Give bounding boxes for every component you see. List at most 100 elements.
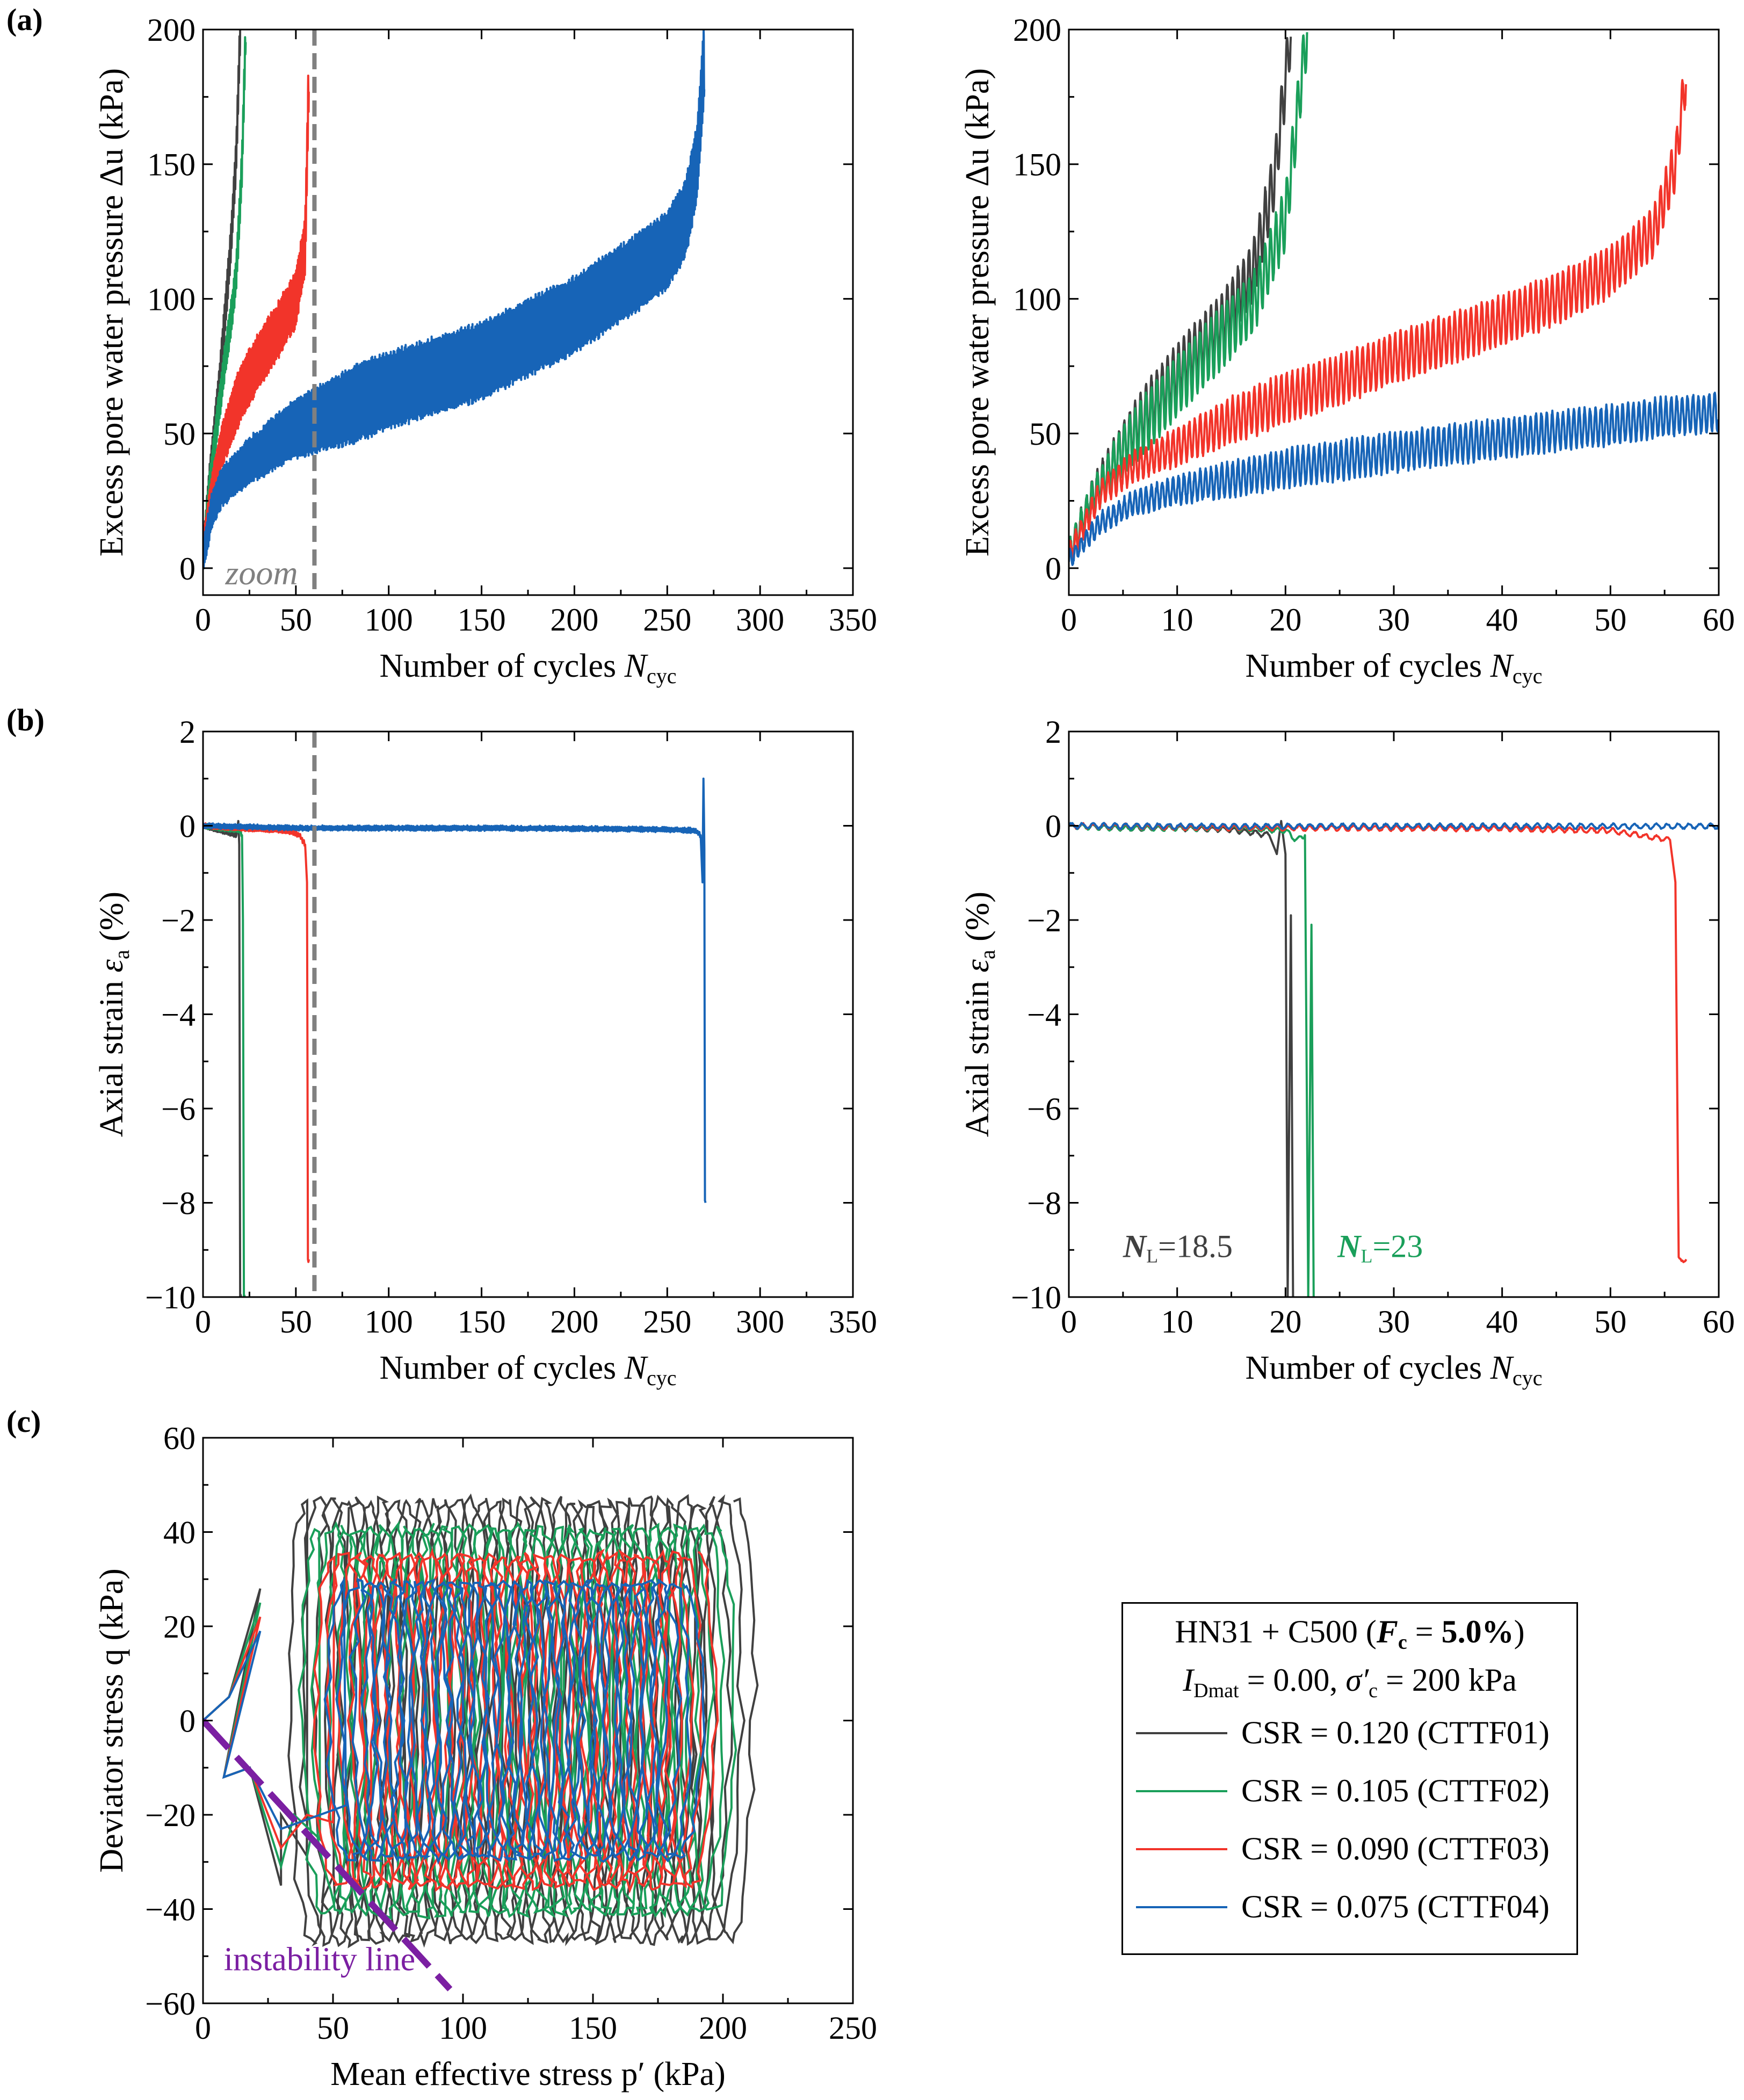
legend-title-1: HN31 + C500 (Fc = 5.0%) [1175, 1614, 1525, 1654]
x-tick-label: 20 [1269, 602, 1301, 638]
panel-label-b: (b) [6, 703, 45, 737]
y-tick-label: 0 [179, 1704, 196, 1739]
series-line-4 [203, 777, 707, 1203]
x-tick-label: 50 [280, 1304, 312, 1339]
y-tick-label: 150 [1013, 147, 1061, 183]
series-line-4 [203, 30, 706, 570]
y-tick-label: 40 [163, 1515, 196, 1551]
plot-frame [202, 730, 854, 1298]
chart-b-left: 0 50 100 150 200 250 300 350 −10 −8 −6 −4 −2 0 2 Number… [93, 714, 877, 1390]
x-tick-label: 300 [736, 602, 784, 638]
legend-entry-1: CSR = 0.120 (CTTF01) [1136, 1714, 1576, 1751]
nl-label-csr120: NL=18.5 [1123, 1228, 1233, 1266]
legend-title-2: IDmat = 0.00, σ′c = 200 kPa [1183, 1662, 1517, 1702]
y-tick-label: 0 [179, 551, 196, 586]
x-tick-label: 50 [1594, 1304, 1626, 1339]
x-tick-label: 300 [736, 1304, 784, 1339]
x-tick-label: 40 [1486, 602, 1518, 638]
legend-label: CSR = 0.105 (CTTF02) [1241, 1773, 1550, 1808]
chart-b-right: NL=18.5 NL=23 0 10 20 30 40 50 60 −10 −8 −6 −4 −2 0 2 Nu… [959, 714, 1735, 1390]
x-axis-label: Number of cycles Ncyc [379, 1350, 676, 1390]
x-tick-label: 30 [1378, 602, 1410, 638]
x-tick-label: 30 [1378, 1304, 1410, 1339]
x-tick-label: 250 [643, 602, 691, 638]
series-line-3 [1069, 822, 1688, 1263]
y-tick-label: −60 [145, 1986, 196, 2022]
x-tick-label: 50 [1594, 602, 1626, 638]
legend-swatch [1136, 1848, 1227, 1850]
x-tick-label: 20 [1269, 1304, 1301, 1339]
x-tick-label: 0 [1061, 1304, 1077, 1339]
legend-swatch [1136, 1790, 1227, 1792]
y-tick-label: −2 [1027, 903, 1061, 938]
x-tick-label: 40 [1486, 1304, 1518, 1339]
y-axis-label: Deviator stress q (kPa) [93, 1568, 130, 1872]
legend-swatch [1136, 1906, 1227, 1908]
legend-label: CSR = 0.075 (CTTF04) [1241, 1889, 1550, 1924]
x-tick-label: 0 [195, 602, 211, 638]
x-tick-label: 200 [550, 1304, 598, 1339]
series-line-2 [203, 1520, 737, 1920]
y-tick-label: 20 [163, 1609, 196, 1645]
x-tick-label: 50 [317, 2010, 349, 2046]
y-tick-label: −6 [1027, 1091, 1061, 1127]
y-tick-label: 50 [1029, 416, 1061, 452]
series-line-4 [1069, 822, 1719, 830]
plot-frame [1068, 28, 1720, 596]
y-axis-label: Axial strain εa (%) [93, 892, 134, 1137]
nl-label-csr105: NL=23 [1337, 1228, 1423, 1266]
y-tick-label: 50 [163, 416, 196, 452]
legend-entry-4: CSR = 0.075 (CTTF04) [1136, 1888, 1576, 1925]
y-tick-label: −4 [1027, 997, 1061, 1033]
x-tick-label: 150 [458, 602, 506, 638]
y-tick-label: −20 [145, 1798, 196, 1833]
y-tick-label: 150 [147, 147, 196, 183]
y-tick-label: −6 [161, 1091, 196, 1127]
x-tick-label: 100 [365, 602, 413, 638]
x-tick-label: 200 [699, 2010, 747, 2046]
y-tick-label: 100 [1013, 281, 1061, 317]
plot-area-b-right [1069, 820, 1719, 1297]
x-axis-label: Mean effective stress p′ (kPa) [330, 2056, 726, 2092]
legend-swatch [1136, 1732, 1227, 1734]
chart-a-left: zoom 0 50 100 150 200 250 300 350 0 50 100 150 200 Num… [93, 12, 877, 688]
y-tick-label: −10 [1011, 1280, 1061, 1315]
y-tick-label: −10 [145, 1280, 196, 1315]
y-tick-label: 2 [1045, 714, 1061, 750]
instability-label: instability line [224, 1942, 415, 1978]
plot-area-a-left [203, 30, 706, 570]
x-tick-label: 100 [439, 2010, 487, 2046]
y-tick-label: 200 [147, 12, 196, 48]
y-tick-label: −8 [161, 1186, 196, 1221]
y-tick-label: −40 [145, 1892, 196, 1928]
series-line-4 [203, 1576, 706, 1865]
plot-area-a-right [1069, 32, 1719, 566]
x-tick-label: 50 [280, 602, 312, 638]
y-tick-label: 0 [1045, 551, 1061, 586]
zoom-label: zoom [225, 554, 298, 592]
x-tick-label: 60 [1703, 1304, 1735, 1339]
plot-area-b-left [203, 777, 707, 1297]
series-line-4 [1069, 392, 1719, 566]
y-tick-label: −2 [161, 903, 196, 938]
y-tick-label: −4 [161, 997, 196, 1033]
series-line-1 [203, 820, 242, 1297]
legend-entry-3: CSR = 0.090 (CTTF03) [1136, 1830, 1576, 1867]
legend-label: CSR = 0.120 (CTTF01) [1241, 1715, 1550, 1750]
x-tick-label: 0 [195, 1304, 211, 1339]
y-tick-label: 2 [179, 714, 196, 750]
plot-area-c [203, 1493, 759, 1992]
y-tick-label: −8 [1027, 1186, 1061, 1221]
x-tick-label: 250 [643, 1304, 691, 1339]
instability-line [203, 1718, 453, 1992]
x-tick-label: 350 [829, 602, 877, 638]
y-axis-label: Excess pore water pressure Δu (kPa) [93, 68, 130, 556]
x-tick-label: 200 [550, 602, 598, 638]
series-line-3 [203, 822, 310, 1263]
x-tick-label: 0 [1061, 602, 1077, 638]
x-tick-label: 60 [1703, 602, 1735, 638]
y-tick-label: 200 [1013, 12, 1061, 48]
series-line-3 [203, 74, 310, 553]
